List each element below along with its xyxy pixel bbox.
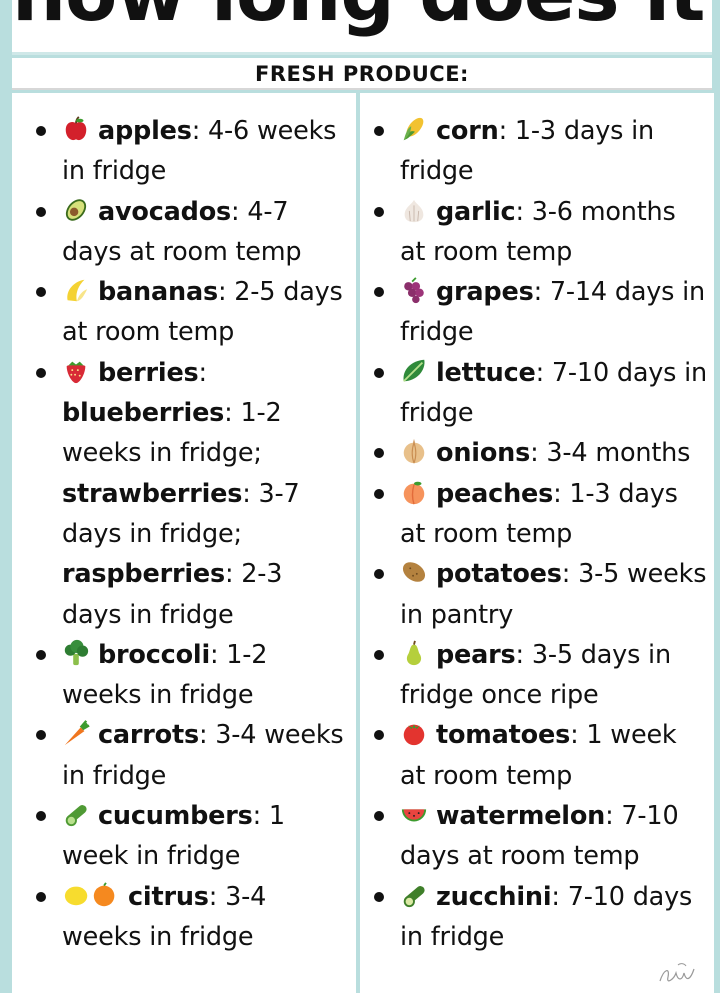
item-name: lettuce — [436, 357, 536, 388]
item-name: potatoes — [436, 559, 562, 590]
item-duration: : 3-4 months — [530, 438, 691, 469]
item-name: carrots — [98, 720, 199, 751]
item-name: onions — [436, 438, 531, 469]
item-duration: : 7-14 days in fridge — [400, 277, 705, 348]
garlic-icon — [404, 199, 424, 222]
item-duration: : 1 week at room temp — [400, 720, 677, 791]
cucumber-icon — [65, 805, 87, 827]
item-name: pears — [436, 639, 516, 670]
lettuce-icon — [403, 359, 425, 382]
list-item-apples: apples: 4-6 weeks in fridge — [36, 111, 348, 192]
watermelon-icon — [401, 809, 427, 822]
item-name: apples — [98, 116, 192, 146]
page-title: how long does it last? — [12, 0, 712, 32]
item-name: tomatoes — [436, 720, 571, 751]
strawberry-icon — [66, 361, 86, 383]
right-column: corn: 1-3 days in fridge garlic: 3-6 mon… — [360, 93, 714, 993]
zucchini-icon — [403, 885, 425, 907]
pear-icon — [406, 640, 422, 665]
item-name: berries — [98, 357, 199, 388]
list-item-onions: onions: 3-4 months — [374, 433, 708, 473]
section-header: FRESH PRODUCE: — [12, 58, 712, 90]
list-item-garlic: garlic: 3-6 months at room temp — [374, 192, 708, 273]
item-name: broccoli — [98, 639, 210, 670]
item-duration: : 1 week in fridge — [62, 801, 285, 872]
signature-logo — [659, 963, 695, 982]
list-item-cucumbers: cucumbers: 1 week in fridge — [36, 796, 348, 877]
list-item-tomatoes: tomatoes: 1 week at room temp — [374, 715, 708, 796]
item-name: corn — [436, 116, 499, 146]
list-item-avocados: avocados: 4-7 days at room temp — [36, 192, 348, 273]
produce-list-right: corn: 1-3 days in fridge garlic: 3-6 mon… — [360, 93, 708, 957]
item-duration: : 3-4 weeks in fridge — [62, 720, 344, 791]
potato-icon — [402, 562, 426, 583]
list-item-broccoli: broccoli: 1-2 weeks in fridge — [36, 635, 348, 716]
list-item-citrus: citrus: 3-4 weeks in fridge — [36, 877, 348, 958]
list-item-peaches: peaches: 1-3 days at room temp — [374, 474, 708, 555]
item-duration: : 1-3 days at room temp — [400, 478, 678, 549]
banana-icon — [67, 279, 88, 302]
avocado-icon — [65, 198, 87, 221]
item-duration: : 4-6 weeks in fridge — [62, 116, 337, 187]
berry-duration: : 2-3 days in fridge — [62, 559, 283, 630]
berry-duration: : 1-2 weeks in fridge; — [62, 398, 282, 469]
lemon-orange-icon — [64, 881, 115, 906]
item-duration: : 7-10 days at room temp — [400, 801, 679, 872]
item-name: cucumbers — [98, 801, 253, 832]
list-item-watermelon: watermelon: 7-10 days at room temp — [374, 796, 708, 877]
list-item-bananas: bananas: 2-5 days at room temp — [36, 272, 348, 353]
list-item-corn: corn: 1-3 days in fridge — [374, 111, 708, 192]
berry-duration: : 3-7 days in fridge; — [62, 478, 300, 549]
item-name: grapes — [436, 277, 534, 308]
item-name: peaches — [436, 478, 554, 509]
list-item-grapes: grapes: 7-14 days in fridge — [374, 272, 708, 353]
left-column: apples: 4-6 weeks in fridge avocados: 4-… — [12, 93, 356, 993]
tomato-icon — [403, 725, 425, 746]
item-duration: : 7-10 days in fridge — [400, 357, 708, 429]
list-item-carrots: carrots: 3-4 weeks in fridge — [36, 715, 348, 796]
item-duration: : 1-3 days in fridge — [400, 116, 654, 187]
item-duration: : — [198, 357, 208, 388]
list-item-zucchini: zucchini: 7-10 days in fridge — [374, 877, 708, 958]
berry-name: strawberries — [62, 478, 243, 509]
item-duration: : 7-10 days in fridge — [400, 881, 693, 952]
title-banner: how long does it last? — [12, 0, 712, 55]
item-name: avocados — [98, 196, 232, 227]
broccoli-icon — [64, 639, 89, 665]
item-name: zucchini — [436, 881, 552, 912]
item-duration: : 1-2 weeks in fridge — [62, 639, 268, 711]
produce-list-left: apples: 4-6 weeks in fridge avocados: 4-… — [12, 93, 348, 957]
apple-icon — [65, 116, 87, 141]
list-item-pears: pears: 3-5 days in fridge once ripe — [374, 635, 708, 716]
onion-icon — [403, 439, 425, 464]
list-item-lettuce: lettuce: 7-10 days in fridge — [374, 353, 708, 434]
list-item-potatoes: potatoes: 3-5 weeks in pantry — [374, 554, 708, 635]
item-duration: : 3-5 weeks in pantry — [400, 559, 707, 630]
item-duration: : 3-5 days in fridge once ripe — [400, 639, 671, 711]
item-name: bananas — [98, 277, 218, 308]
peach-icon — [403, 481, 425, 505]
berry-name: blueberries — [62, 398, 225, 429]
item-duration: : 2-5 days at room temp — [62, 277, 343, 348]
berry-name: raspberries — [62, 559, 225, 590]
item-duration: : 4-7 days at room temp — [62, 196, 302, 267]
item-duration: : 3-6 months at room temp — [400, 196, 676, 267]
item-duration: : 3-4 weeks in fridge — [62, 881, 267, 952]
corn-icon — [403, 117, 424, 141]
list-item-berries: berries: blueberries: 1-2 weeks in fridg… — [36, 353, 348, 635]
item-name: citrus — [128, 881, 209, 912]
carrot-icon — [64, 720, 90, 746]
section-title: FRESH PRODUCE: — [255, 62, 469, 86]
item-name: garlic — [436, 196, 516, 227]
item-name: watermelon — [436, 801, 606, 832]
grapes-icon — [404, 277, 424, 304]
